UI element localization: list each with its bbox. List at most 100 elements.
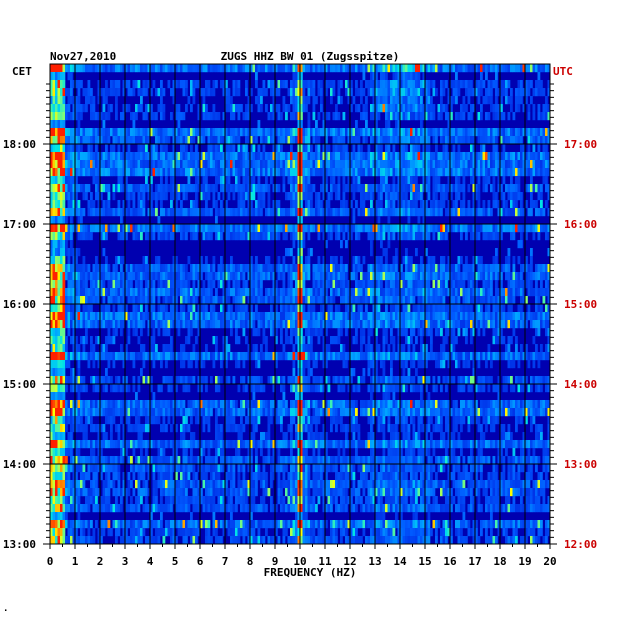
spectrogram-cell [145, 136, 148, 145]
spectrogram-cell [292, 80, 296, 89]
spectrogram-cell [337, 96, 341, 105]
spectrogram-cell [525, 280, 528, 289]
spectrogram-cell [52, 152, 56, 161]
spectrogram-cell [345, 264, 348, 273]
spectrogram-cell [197, 312, 201, 321]
spectrogram-cell [442, 152, 446, 161]
spectrogram-cell [370, 288, 373, 297]
spectrogram-cell [500, 184, 503, 193]
spectrogram-cell [130, 312, 133, 321]
spectrogram-cell [292, 168, 296, 177]
spectrogram-cell [442, 64, 446, 73]
spectrogram-cell [137, 128, 141, 137]
spectrogram-cell [437, 200, 441, 209]
spectrogram-cell [505, 152, 508, 161]
spectrogram-cell [410, 80, 413, 89]
spectrogram-cell [507, 272, 511, 281]
spectrogram-cell [200, 288, 203, 297]
spectrogram-cell [352, 288, 356, 297]
spectrogram-cell [165, 232, 168, 241]
spectrogram-cell [492, 256, 496, 265]
spectrogram-cell [547, 168, 551, 177]
spectrogram-cell [230, 272, 233, 281]
spectrogram-cell [307, 296, 311, 305]
spectrogram-cell [90, 96, 93, 105]
spectrogram-cell [50, 144, 53, 153]
spectrogram-cell [235, 304, 238, 313]
spectrogram-cell [180, 80, 183, 89]
spectrogram-cell [317, 160, 321, 169]
spectrogram-cell [125, 80, 128, 89]
spectrogram-cell [515, 152, 518, 161]
spectrogram-cell [62, 64, 66, 73]
spectrogram-cell [60, 272, 63, 281]
spectrogram-cell [292, 176, 296, 185]
spectrogram-cell [495, 104, 498, 113]
spectrogram-cell [185, 160, 188, 169]
spectrogram-cell [330, 152, 333, 161]
spectrogram-cell [502, 192, 506, 201]
spectrogram-cell [472, 184, 476, 193]
spectrogram-cell [297, 184, 301, 193]
spectrogram-cell [477, 272, 481, 281]
spectrogram-cell [175, 200, 178, 209]
spectrogram-cell [547, 280, 551, 289]
spectrogram-cell [310, 184, 313, 193]
spectrogram-cell [220, 232, 223, 241]
spectrogram-cell [387, 216, 391, 225]
spectrogram-cell [117, 144, 121, 153]
spectrogram-cell [150, 304, 153, 313]
spectrogram-cell [230, 128, 233, 137]
spectrogram-cell [85, 296, 88, 305]
spectrogram-cell [537, 136, 541, 145]
spectrogram-cell [297, 208, 301, 217]
spectrogram-cell [432, 320, 436, 329]
spectrogram-cell [435, 280, 438, 289]
spectrogram-cell [245, 224, 248, 233]
spectrogram-cell [325, 80, 328, 89]
spectrogram-cell [115, 104, 118, 113]
spectrogram-cell [202, 160, 206, 169]
spectrogram-cell [385, 120, 388, 129]
spectrogram-cell [460, 152, 463, 161]
spectrogram-cell [70, 280, 73, 289]
spectrogram-cell [422, 328, 426, 337]
spectrogram-cell [310, 200, 313, 209]
spectrogram-cell [317, 280, 321, 289]
spectrogram-cell [395, 224, 398, 233]
spectrogram-cell [315, 208, 318, 217]
spectrogram-cell [65, 128, 68, 137]
spectrogram-cell [232, 168, 236, 177]
spectrogram-cell [310, 328, 313, 337]
spectrogram-cell [427, 280, 431, 289]
spectrogram-cell [150, 280, 153, 289]
spectrogram-cell [425, 344, 428, 353]
spectrogram-cell [460, 304, 463, 313]
spectrogram-cell [482, 328, 486, 337]
spectrogram-cell [532, 112, 536, 121]
spectrogram-cell [475, 280, 478, 289]
spectrogram-cell [87, 200, 91, 209]
spectrogram-cell [445, 304, 448, 313]
spectrogram-cell [117, 200, 121, 209]
spectrogram-cell [150, 200, 153, 209]
spectrogram-cell [467, 296, 471, 305]
spectrogram-cell [520, 344, 523, 353]
spectrogram-cell [267, 80, 271, 89]
spectrogram-cell [62, 192, 66, 201]
spectrogram-cell [325, 128, 328, 137]
spectrogram-cell [190, 152, 193, 161]
spectrogram-cell [490, 104, 493, 113]
spectrogram-cell [310, 80, 313, 89]
spectrogram-cell [432, 224, 436, 233]
spectrogram-cell [412, 64, 416, 73]
spectrogram-cell [235, 128, 238, 137]
spectrogram-cell [427, 208, 431, 217]
spectrogram-cell [242, 208, 246, 217]
spectrogram-cell [72, 200, 76, 209]
spectrogram-cell [70, 216, 73, 225]
spectrogram-cell [312, 264, 316, 273]
spectrogram-cell [507, 64, 511, 73]
spectrogram-cell [317, 128, 321, 137]
spectrogram-cell [50, 208, 53, 217]
